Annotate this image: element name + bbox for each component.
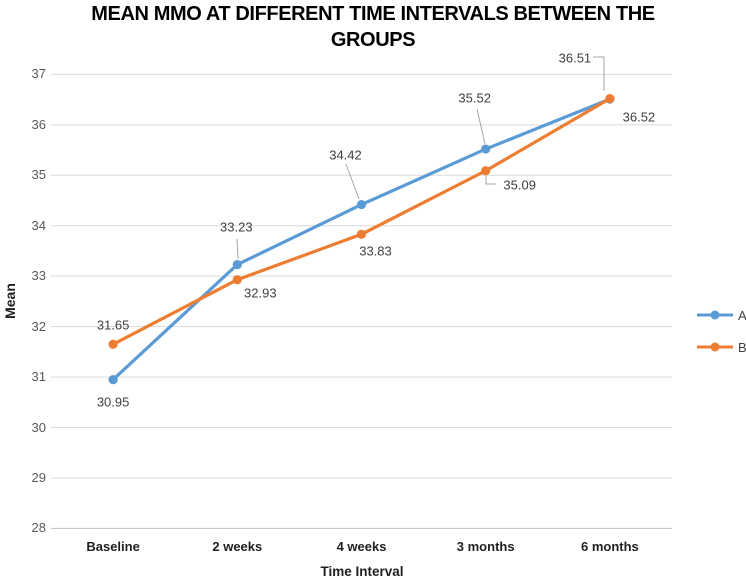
data-label-a: 36.51 <box>558 50 592 66</box>
label-leader-line <box>345 163 360 200</box>
series-b-marker <box>108 339 118 349</box>
data-label-a: 34.42 <box>329 147 362 163</box>
series-b-line <box>111 97 612 346</box>
series-b-marker <box>356 229 367 239</box>
series-a-marker <box>232 259 242 270</box>
y-tick-label: 37 <box>31 66 46 82</box>
label-leader-line <box>593 56 605 91</box>
data-label-a: 33.23 <box>220 219 253 235</box>
y-tick-label: 31 <box>31 369 46 385</box>
series-b-marker <box>605 94 615 104</box>
data-label-a: 30.95 <box>96 394 130 410</box>
y-tick-label: 35 <box>31 167 46 183</box>
label-leader-line <box>476 108 486 145</box>
chart-title-line2: GROUPS <box>330 29 416 51</box>
x-category-label: 2 weeks <box>212 539 263 554</box>
label-leader-line <box>485 176 496 185</box>
legend-label: A <box>738 307 746 323</box>
data-label-b: 31.65 <box>96 317 130 333</box>
series-a-marker <box>356 199 367 210</box>
label-leader-line <box>236 238 239 260</box>
x-category-label: 3 months <box>456 539 515 554</box>
x-category-label: 4 weeks <box>336 539 387 554</box>
data-label-b: 35.09 <box>503 177 536 193</box>
chart-title: MEAN MMO AT DIFFERENT TIME INTERVALS BET… <box>0 1 746 53</box>
data-label-b: 36.52 <box>622 109 656 125</box>
data-label-b: 33.83 <box>359 243 392 259</box>
y-tick-label: 33 <box>31 268 46 284</box>
series-a-marker <box>481 144 491 154</box>
y-axis-title: Mean <box>2 283 18 319</box>
y-tick-label: 32 <box>31 318 46 334</box>
legend-item-a: A <box>696 299 746 331</box>
data-label-a: 35.52 <box>458 90 491 106</box>
series-a-marker <box>108 374 118 385</box>
y-tick-label: 34 <box>31 217 46 233</box>
chart-title-line1: MEAN MMO AT DIFFERENT TIME INTERVALS BET… <box>91 3 655 25</box>
legend-item-b: B <box>696 331 746 363</box>
y-tick-label: 29 <box>31 469 46 485</box>
legend-line-marker-icon <box>697 342 733 352</box>
x-axis-title: Time Interval <box>320 564 404 579</box>
legend-line-marker-icon <box>697 310 733 320</box>
legend-label: B <box>738 339 746 355</box>
data-label-b: 32.93 <box>244 285 277 301</box>
y-tick-label: 36 <box>31 116 46 132</box>
x-category-label: 6 months <box>580 539 639 554</box>
series-b-marker <box>481 166 491 176</box>
series-b-marker <box>232 275 242 285</box>
x-category-label: Baseline <box>86 539 140 554</box>
y-tick-label: 28 <box>31 520 46 536</box>
y-tick-label: 30 <box>31 419 46 435</box>
